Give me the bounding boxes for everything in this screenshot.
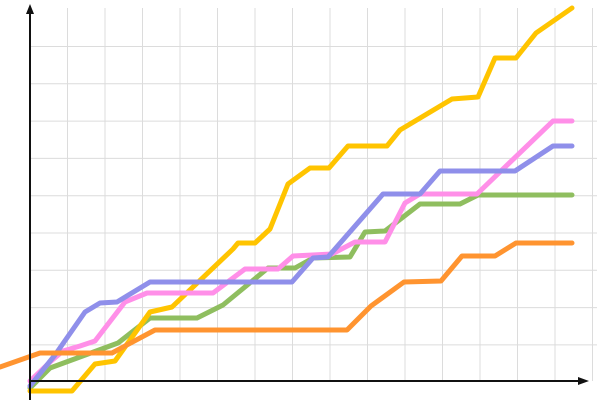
series-orange-line bbox=[0, 240, 575, 370]
y-axis-arrow-icon bbox=[26, 4, 34, 14]
series-violet-line bbox=[27, 143, 575, 389]
series-gold-line bbox=[27, 5, 575, 394]
x-axis-arrow-icon bbox=[578, 377, 589, 385]
series-pink-line bbox=[27, 118, 575, 384]
